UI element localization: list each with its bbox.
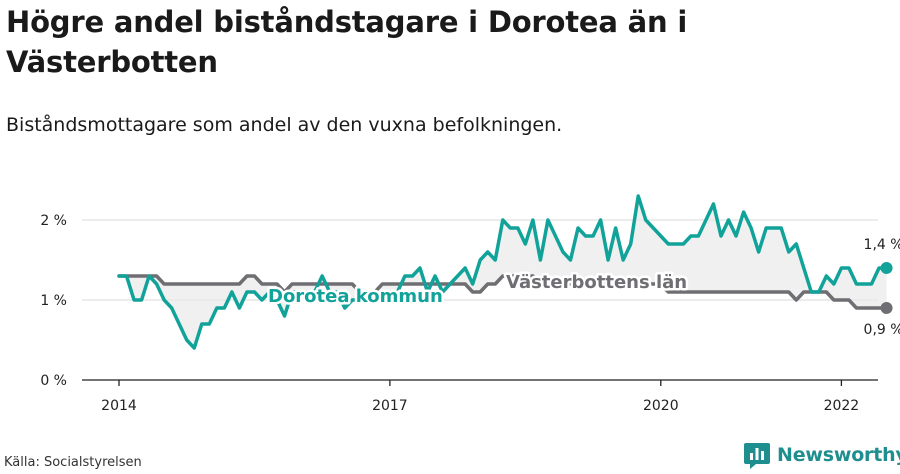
x-tick-label: 2014	[101, 398, 137, 414]
series-label-dorotea: Dorotea kommun	[268, 286, 443, 307]
source-note: Källa: Socialstyrelsen	[4, 455, 142, 470]
y-tick-label: 0 %	[40, 373, 67, 389]
series-line-dorotea	[117, 194, 889, 350]
x-tick-label: 2017	[372, 398, 408, 414]
difference-band	[119, 196, 887, 348]
x-tick-label: 2020	[643, 398, 679, 414]
end-label-dorotea: 1,4 %	[864, 237, 900, 253]
x-tick-label: 2022	[824, 398, 860, 414]
bar-chart-icon	[744, 443, 770, 469]
chart-subtitle: Biståndsmottagare som andel av den vuxna…	[6, 114, 563, 136]
chart-title: Högre andel biståndstagare i Dorotea än …	[6, 5, 688, 79]
end-point-vasterbotten	[880, 302, 893, 314]
y-tick-label: 2 %	[40, 213, 67, 229]
end-point-dorotea	[880, 262, 893, 274]
brand-logo[interactable]: Newsworthy	[744, 440, 900, 470]
line-chart: 0 % 1 % 2 % 2014 2017 2020 2022 1,4 % 0,9 % Dorot…	[40, 194, 900, 414]
y-tick-label: 1 %	[40, 293, 67, 309]
end-label-vasterbotten: 0,9 %	[864, 322, 900, 338]
brand-name: Newsworthy	[777, 444, 900, 466]
series-label-vasterbotten: Västerbottens län	[506, 272, 687, 293]
series-line-vasterbotten	[117, 274, 889, 310]
